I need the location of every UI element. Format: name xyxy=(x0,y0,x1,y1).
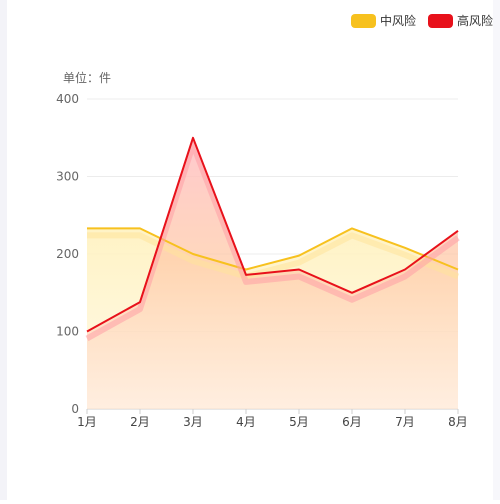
area-layer xyxy=(87,137,458,410)
data-point[interactable] xyxy=(138,226,142,230)
x-tick-label: 3月 xyxy=(183,415,203,429)
data-point[interactable] xyxy=(350,226,354,230)
legend-item-2[interactable]: 高风险 xyxy=(428,13,493,28)
data-point[interactable] xyxy=(191,136,195,140)
line-layer xyxy=(85,136,460,342)
y-tick-label: 400 xyxy=(56,92,79,106)
unit-label: 单位：件 xyxy=(63,70,111,85)
data-point[interactable] xyxy=(138,300,142,304)
y-tick-label: 200 xyxy=(56,247,79,261)
legend-swatch xyxy=(428,14,453,28)
data-point[interactable] xyxy=(85,226,89,230)
legend[interactable]: 中风险 高风险 xyxy=(351,13,493,28)
area-fill-series-2 xyxy=(87,137,458,410)
data-point[interactable] xyxy=(297,254,301,258)
y-tick-label: 100 xyxy=(56,325,79,339)
x-tick-label: 7月 xyxy=(395,415,415,429)
series-line-shadow-2 xyxy=(85,141,460,342)
data-point[interactable] xyxy=(85,330,89,334)
x-tick-label: 2月 xyxy=(130,415,150,429)
series-line-shadow-1 xyxy=(87,232,460,280)
y-tick-label: 300 xyxy=(56,170,79,184)
data-point[interactable] xyxy=(456,268,460,272)
legend-swatch xyxy=(351,14,376,28)
axis-layer: 0 100 200 300 400 1月 2月 3月 4月 5月 6月 7月 8月 xyxy=(56,92,468,429)
legend-label: 高风险 xyxy=(457,13,493,28)
data-point[interactable] xyxy=(403,246,407,250)
data-point[interactable] xyxy=(456,229,460,233)
legend-label: 中风险 xyxy=(380,13,416,28)
legend-item-1[interactable]: 中风险 xyxy=(351,13,416,28)
series-line-1[interactable] xyxy=(87,227,459,271)
data-point[interactable] xyxy=(297,268,301,272)
y-tick-label: 0 xyxy=(71,402,79,416)
x-tick-label: 6月 xyxy=(342,415,362,429)
data-point[interactable] xyxy=(191,252,195,256)
data-point[interactable] xyxy=(403,268,407,272)
series-line-2[interactable] xyxy=(86,136,459,333)
data-point[interactable] xyxy=(244,273,248,277)
data-point[interactable] xyxy=(350,291,354,295)
x-tick-label: 1月 xyxy=(77,415,97,429)
x-tick-label: 5月 xyxy=(289,415,309,429)
x-tick-label: 8月 xyxy=(448,415,468,429)
right-edge-strip xyxy=(493,0,500,500)
x-tick-label: 4月 xyxy=(236,415,256,429)
left-edge-strip xyxy=(0,0,7,500)
